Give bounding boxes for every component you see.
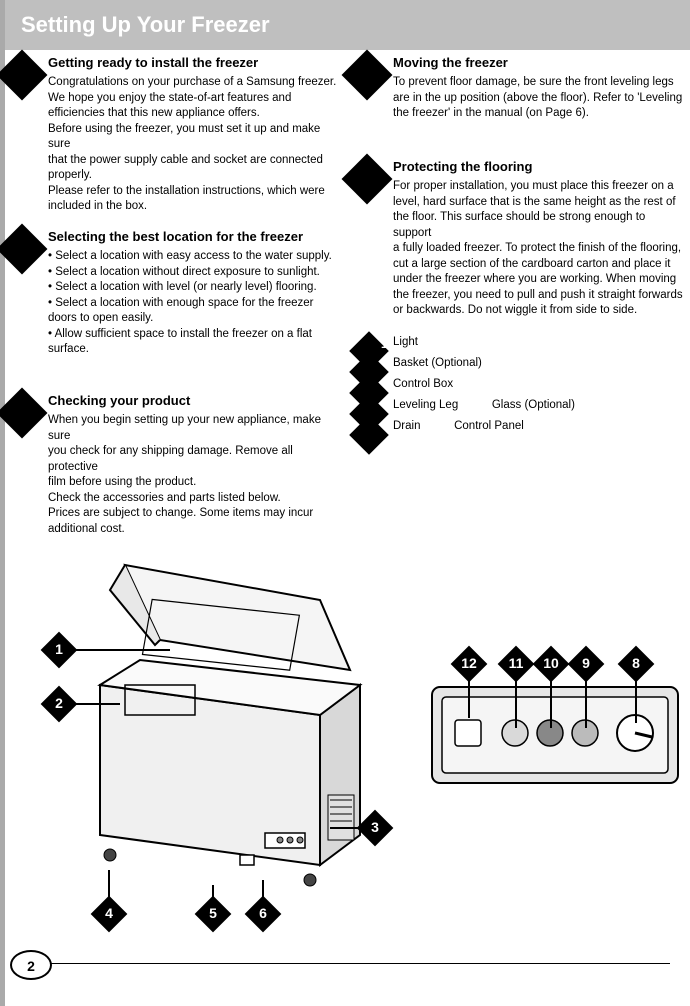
callout-number: 5	[200, 905, 226, 921]
diamond-bullet-icon	[342, 50, 393, 101]
callout-number: 3	[362, 819, 388, 835]
list-item: Drain Control Panel	[375, 417, 685, 432]
freezer-illustration	[70, 555, 370, 905]
callout-number: 12	[456, 655, 482, 671]
callout-number: 6	[250, 905, 276, 921]
callout-number: 1	[46, 641, 72, 657]
part-label-inline: Glass (Optional)	[492, 399, 575, 411]
callout-number: 10	[538, 655, 564, 671]
part-label: Leveling Leg	[393, 399, 458, 411]
heading: Selecting the best location for the free…	[48, 229, 340, 245]
diamond-bullet-icon	[0, 223, 47, 274]
callout-number: 2	[46, 695, 72, 711]
section-getting-ready: Getting ready to install the freezer Con…	[30, 55, 340, 215]
section-selecting-location: Selecting the best location for the free…	[30, 229, 340, 379]
section-protecting-floor: Protecting the flooring For proper insta…	[375, 159, 685, 319]
diamond-bullet-icon	[0, 50, 47, 101]
side-accent-bar	[0, 0, 5, 1006]
heading: Checking your product	[48, 393, 340, 409]
callout-number: 8	[623, 655, 649, 671]
list-item: 1 Light	[375, 333, 685, 348]
part-label: Basket (Optional)	[393, 357, 482, 369]
section-moving: Moving the freezer To prevent floor dama…	[375, 55, 685, 145]
callout-number: 4	[96, 905, 122, 921]
diamond-bullet-icon	[349, 415, 389, 455]
body-text: • Select a location with easy access to …	[48, 249, 340, 358]
left-column: Getting ready to install the freezer Con…	[30, 55, 340, 551]
right-column: Moving the freezer To prevent floor dama…	[375, 55, 685, 438]
heading: Getting ready to install the freezer	[48, 55, 340, 71]
body-text: For proper installation, you must place …	[393, 179, 685, 319]
diamond-bullet-icon	[0, 387, 47, 438]
figure-area: 1 2 3 4 5 6 12	[30, 555, 670, 935]
body-text: When you begin setting up your new appli…	[48, 413, 340, 537]
diamond-bullet-icon	[342, 154, 393, 205]
list-item: Leveling Leg Glass (Optional)	[375, 396, 685, 411]
list-item: Basket (Optional)	[375, 354, 685, 369]
heading: Protecting the flooring	[393, 159, 685, 175]
body-text: To prevent floor damage, be sure the fro…	[393, 75, 685, 122]
title-bar: Setting Up Your Freezer	[5, 0, 690, 50]
footer-rule	[50, 963, 670, 965]
part-label: Light	[393, 336, 418, 348]
page-number: 2	[10, 950, 52, 980]
callout-number: 9	[573, 655, 599, 671]
part-label-inline: Control Panel	[454, 420, 524, 432]
parts-list: 1 Light Basket (Optional) Control Box Le…	[375, 333, 685, 432]
section-checking-product: Checking your product When you begin set…	[30, 393, 340, 537]
part-label: Control Box	[393, 378, 453, 390]
page-title: Setting Up Your Freezer	[21, 12, 270, 38]
callout-number: 11	[503, 655, 529, 671]
list-item: Control Box	[375, 375, 685, 390]
part-label: Drain	[393, 420, 420, 432]
body-text: Congratulations on your purchase of a Sa…	[48, 75, 340, 215]
part-num: 1	[381, 339, 387, 351]
heading: Moving the freezer	[393, 55, 685, 71]
